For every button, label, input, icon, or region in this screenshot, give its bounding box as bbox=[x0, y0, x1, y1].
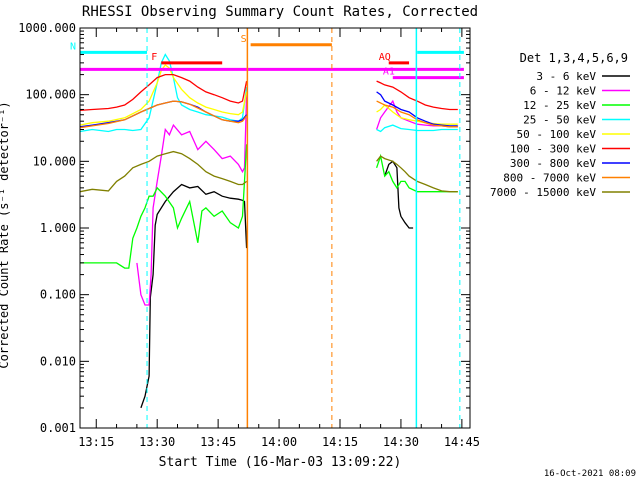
series-line-3-segment-1 bbox=[80, 144, 248, 269]
series-line-3-segment-2 bbox=[375, 153, 458, 193]
y-axis-label: Corrected Count Rate (s⁻¹ detector⁻¹) bbox=[0, 101, 11, 368]
x-tick-label-7: 14:45 bbox=[444, 435, 480, 449]
y-tick-label-4: 1.000 bbox=[40, 221, 76, 235]
chart-title: RHESSI Observing Summary Count Rates, Co… bbox=[82, 4, 478, 20]
y-tick-label-6: 100.000 bbox=[25, 88, 76, 102]
series-line-8-segment-1 bbox=[79, 100, 248, 129]
y-tick-label-2: 0.010 bbox=[40, 354, 76, 368]
x-tick-label-5: 14:15 bbox=[322, 435, 358, 449]
x-tick-label-1: 13:15 bbox=[78, 435, 114, 449]
flag-bars-group: N F S AQ A1 bbox=[70, 34, 464, 80]
x-axis-label: Start Time (16-Mar-03 13:09:22) bbox=[159, 455, 402, 470]
y-tick-label-1: 0.001 bbox=[40, 421, 76, 435]
legend-label-9: 7000 - 15000 keV bbox=[490, 186, 596, 199]
series-line-4-segment-1 bbox=[79, 53, 248, 133]
series-line-6-segment-1 bbox=[79, 73, 248, 112]
series-line-5-segment-2 bbox=[376, 104, 458, 125]
series-line-4-segment-2 bbox=[376, 124, 458, 133]
legend-label-4: 25 - 50 keV bbox=[523, 114, 596, 127]
timestamp-label: 16-Oct-2021 08:09 bbox=[544, 469, 636, 479]
legend-label-2: 6 - 12 keV bbox=[530, 85, 597, 98]
x-axis: 13:15 13:30 13:45 14:00 14:15 14:30 14:45 bbox=[78, 28, 480, 449]
legend-label-3: 12 - 25 keV bbox=[523, 99, 596, 112]
x-tick-label-6: 14:30 bbox=[383, 435, 419, 449]
y-tick-label-7: 1000.000 bbox=[18, 21, 76, 35]
series-line-1-segment-1 bbox=[140, 183, 248, 409]
flag-label-2: F bbox=[151, 52, 157, 63]
legend-title: Det 1,3,4,5,6,9 bbox=[520, 51, 628, 65]
series-line-5-segment-1 bbox=[79, 63, 248, 126]
series-line-6-segment-2 bbox=[376, 80, 458, 111]
flag-label-1: N bbox=[70, 41, 76, 52]
series-line-9-segment-2 bbox=[376, 155, 458, 193]
series-lines-group bbox=[79, 53, 458, 409]
flag-label-6: A1 bbox=[383, 67, 395, 78]
series-line-8-segment-2 bbox=[376, 100, 458, 128]
series-line-7-segment-2 bbox=[376, 91, 458, 127]
series-line-9-segment-1 bbox=[79, 150, 247, 193]
x-tick-label-4: 14:00 bbox=[261, 435, 297, 449]
x-tick-label-2: 13:30 bbox=[139, 435, 175, 449]
legend-label-7: 300 - 800 keV bbox=[510, 157, 596, 170]
flag-label-5: AQ bbox=[379, 52, 391, 63]
y-axis: 0.001 0.010 0.100 1.000 10.000 100.000 1000.00… bbox=[18, 21, 470, 435]
legend-label-5: 50 - 100 keV bbox=[517, 128, 597, 141]
y-tick-label-3: 0.100 bbox=[40, 288, 76, 302]
legend-label-8: 800 - 7000 keV bbox=[503, 172, 596, 185]
series-line-1-segment-2 bbox=[384, 160, 414, 229]
legend-label-6: 100 - 300 keV bbox=[510, 143, 596, 156]
legend-label-1: 3 - 6 keV bbox=[536, 70, 596, 83]
flag-label-4: S bbox=[241, 34, 247, 45]
x-tick-label-3: 13:45 bbox=[200, 435, 236, 449]
y-tick-label-5: 10.000 bbox=[33, 154, 76, 168]
series-line-2-segment-1 bbox=[136, 94, 248, 306]
